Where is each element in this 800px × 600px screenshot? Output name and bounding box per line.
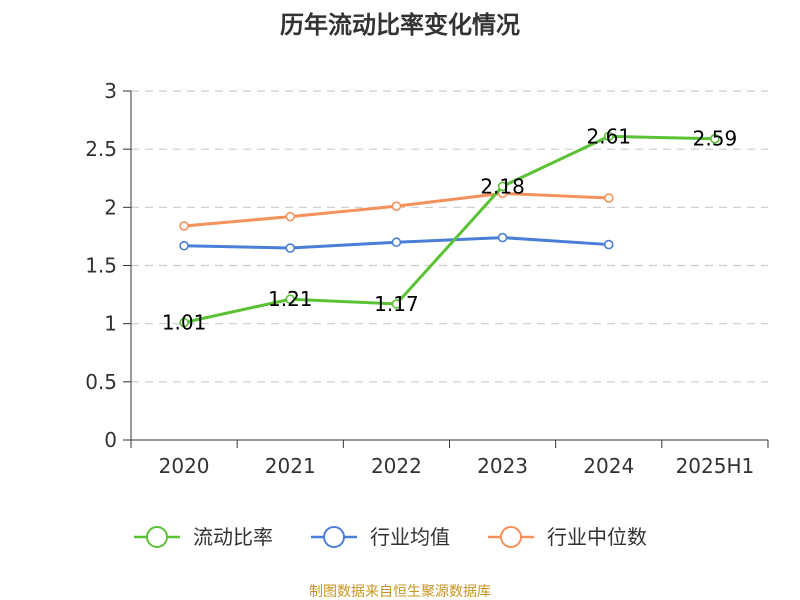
data-point (285, 211, 296, 222)
data-point (603, 239, 614, 250)
data-point (391, 201, 402, 211)
legend-marker-icon (500, 526, 522, 548)
data-point (179, 317, 189, 328)
legend-label: 流动比率 (193, 525, 273, 549)
legend-marker-icon (323, 526, 345, 548)
x-tick-label: 2020 (159, 454, 210, 478)
legend-item-2[interactable]: 行业中位数 (488, 525, 647, 549)
x-tick-label: 2023 (477, 454, 528, 478)
source-note: 制图数据来自恒生聚源数据库 (309, 584, 491, 600)
data-label: 1.21 (268, 287, 313, 311)
legend-label: 行业均值 (370, 525, 450, 549)
data-point (497, 232, 508, 243)
y-tick-label: 2.5 (85, 137, 117, 161)
grid (131, 90, 768, 383)
y-tick-label: 1 (104, 312, 117, 336)
y-tick-label: 3 (104, 79, 117, 103)
x-tick-label: 2025H1 (676, 454, 755, 478)
data-point (391, 237, 402, 248)
x-tick-label: 2024 (583, 454, 634, 478)
data-labels: 1.01 1.21 1.17 2.18 2.61 2.59 (162, 124, 737, 334)
data-point (710, 133, 720, 144)
x-tick-label: 2021 (265, 454, 316, 478)
y-tick-label: 1.5 (85, 254, 117, 278)
data-point (179, 240, 189, 251)
series-line-0 (183, 134, 715, 324)
data-label: 2.18 (480, 174, 525, 198)
legend-item-0[interactable]: 流动比率 (134, 525, 273, 549)
data-label: 1.01 (162, 311, 207, 335)
legend-marker-icon (146, 526, 168, 548)
legend[interactable]: 流动比率 行业均值 行业中位数 (134, 525, 647, 549)
data-point (285, 294, 296, 305)
data-point (391, 299, 402, 309)
data-point (497, 181, 508, 192)
chart-title: 历年流动比率变化情况 (280, 11, 520, 39)
data-point (603, 193, 614, 203)
y-tick-label: 2 (104, 195, 117, 219)
data-point (179, 221, 189, 231)
data-point (285, 243, 296, 253)
y-tick-label: 0.5 (85, 370, 117, 394)
data-label: 1.17 (374, 292, 419, 316)
legend-item-1[interactable]: 行业均值 (311, 525, 450, 549)
legend-label: 行业中位数 (547, 525, 647, 549)
series (179, 131, 720, 328)
x-tick-label: 2022 (371, 454, 422, 478)
data-point (603, 131, 614, 142)
axes: 0 0.5 1 1.5 2 2.5 3 2020 2021 2022 2023 2024 2025H1 (85, 79, 769, 478)
data-label: 2.59 (693, 127, 738, 151)
data-label: 2.61 (586, 124, 631, 148)
y-tick-label: 0 (104, 428, 117, 452)
